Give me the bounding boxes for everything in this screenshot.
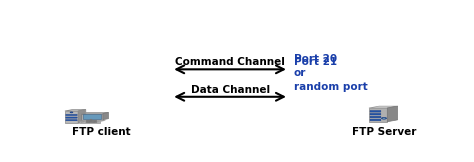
Polygon shape [81, 112, 109, 114]
Text: FTP client: FTP client [72, 127, 131, 137]
Polygon shape [79, 121, 100, 123]
Circle shape [383, 118, 385, 119]
FancyBboxPatch shape [66, 114, 77, 116]
Polygon shape [369, 106, 398, 108]
Polygon shape [369, 108, 387, 122]
Text: FTP Server: FTP Server [352, 127, 417, 137]
FancyBboxPatch shape [370, 113, 381, 115]
Text: Data Channel: Data Channel [191, 85, 270, 95]
Text: Port 20
or
random port: Port 20 or random port [293, 54, 367, 92]
Polygon shape [387, 106, 398, 122]
Polygon shape [81, 114, 103, 120]
FancyBboxPatch shape [370, 110, 381, 112]
FancyBboxPatch shape [66, 120, 77, 121]
Polygon shape [65, 111, 78, 123]
FancyBboxPatch shape [370, 119, 381, 121]
Text: Port 21: Port 21 [293, 58, 337, 67]
Text: Command Channel: Command Channel [175, 58, 285, 67]
FancyBboxPatch shape [66, 117, 77, 118]
Polygon shape [103, 112, 109, 120]
Polygon shape [65, 110, 86, 111]
Circle shape [382, 117, 387, 119]
Circle shape [70, 112, 73, 113]
Polygon shape [78, 110, 86, 123]
Polygon shape [83, 114, 101, 119]
FancyBboxPatch shape [370, 116, 381, 118]
